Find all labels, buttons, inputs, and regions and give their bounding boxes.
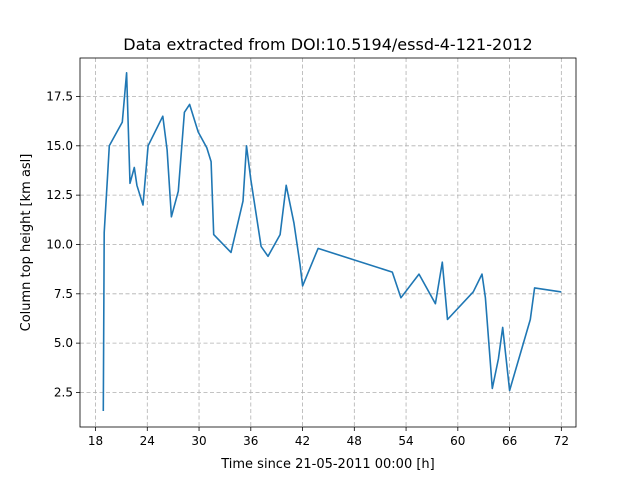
x-tick-label: 24 [140, 434, 155, 448]
y-tick-label: 5.0 [54, 336, 73, 350]
x-tick-label: 30 [191, 434, 206, 448]
axes-frame [79, 57, 577, 428]
x-tick-label: 42 [295, 434, 310, 448]
y-tick-label: 7.5 [54, 287, 73, 301]
y-axis-ticks: 2.5 5.0 7.5 10.0 12.5 15.0 17.5 [46, 89, 80, 399]
chart-title: Data extracted from DOI:10.5194/essd-4-1… [123, 35, 532, 54]
plot-area [102, 72, 562, 412]
y-tick-label: 10.0 [46, 237, 73, 251]
x-tick-label: 66 [502, 434, 517, 448]
x-tick-label: 72 [554, 434, 569, 448]
x-tick-label: 60 [450, 434, 465, 448]
y-tick-label: 17.5 [46, 89, 73, 103]
grid [80, 58, 576, 427]
x-tick-label: 54 [398, 434, 413, 448]
x-axis-label: Time since 21-05-2011 00:00 [h] [220, 457, 435, 472]
x-tick-label: 36 [243, 434, 258, 448]
y-tick-label: 12.5 [46, 188, 73, 202]
x-tick-label: 48 [347, 434, 362, 448]
series-line [102, 72, 562, 412]
y-tick-label: 15.0 [46, 139, 73, 153]
x-tick-label: 18 [88, 434, 103, 448]
y-tick-label: 2.5 [54, 385, 73, 399]
x-axis-ticks: 18 24 30 36 42 48 54 60 66 72 [88, 427, 569, 448]
y-axis-label: Column top height [km asl] [19, 154, 34, 332]
